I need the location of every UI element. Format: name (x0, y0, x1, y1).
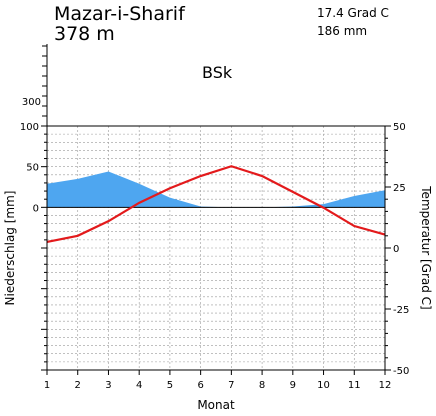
y-left-tick-label: 50 (26, 163, 39, 174)
grid (47, 126, 385, 370)
precipitation-area (47, 171, 385, 208)
upper-scale-label: 300 (22, 97, 41, 108)
y-left-tick-label: 0 (33, 203, 39, 214)
station-name: Mazar-i-Sharif (54, 3, 186, 25)
mean-temperature: 17.4 Grad C (317, 6, 389, 20)
y-right-tick-label: -50 (393, 366, 409, 377)
x-tick-label: 6 (197, 380, 203, 391)
annual-precipitation: 186 mm (317, 24, 367, 38)
plot-area (46, 165, 386, 243)
temperature-line (46, 165, 386, 243)
climate-class: BSk (202, 63, 233, 82)
y-right-tick-label: 25 (393, 183, 406, 194)
x-tick-label: 2 (75, 380, 81, 391)
x-tick-label: 11 (348, 380, 361, 391)
y-right-tick-label: -25 (393, 305, 409, 316)
x-tick-label: 10 (317, 380, 330, 391)
y-axis-right-title: Temperatur [Grad C] (419, 185, 433, 309)
x-tick-label: 5 (167, 380, 173, 391)
x-tick-label: 3 (105, 380, 111, 391)
x-tick-label: 9 (290, 380, 296, 391)
x-tick-label: 12 (379, 380, 392, 391)
y-right-tick-label: 50 (393, 122, 406, 133)
x-tick-label: 8 (259, 380, 265, 391)
y-left-tick-label: 100 (20, 122, 39, 133)
x-tick-label: 4 (136, 380, 142, 391)
x-tick-label: 1 (44, 380, 50, 391)
y-axis-left-title: Niederschlag [mm] (3, 191, 17, 306)
y-right-tick-label: 0 (393, 244, 399, 255)
x-axis-title: Monat (197, 398, 235, 412)
upper-precip-scale: 300 (22, 44, 48, 126)
station-elevation: 378 m (54, 23, 115, 45)
x-tick-label: 7 (228, 380, 234, 391)
